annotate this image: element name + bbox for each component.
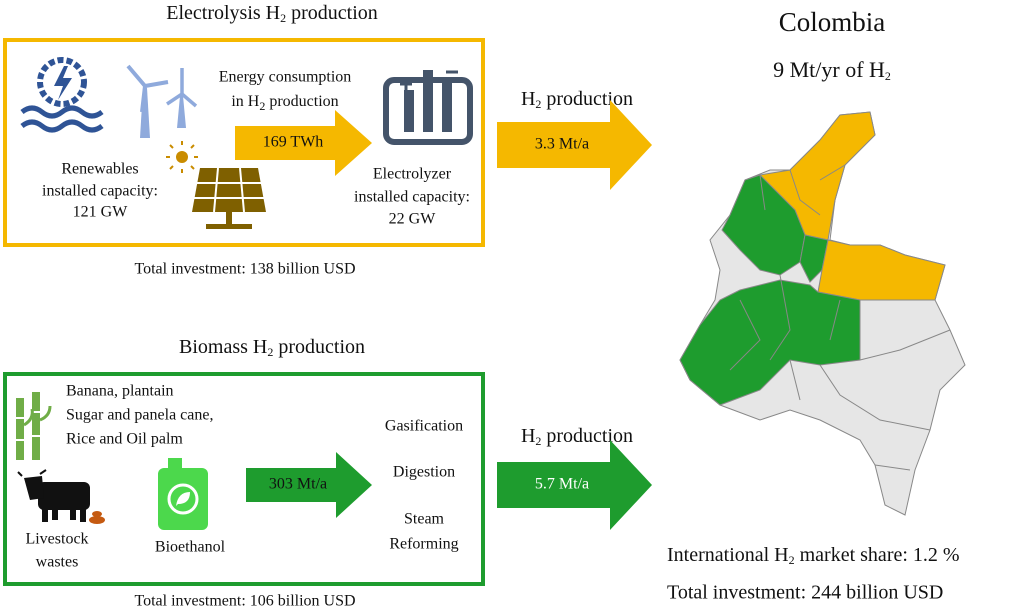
label-text: International H <box>667 544 789 566</box>
electrolysis-title: Electrolysis H2 production <box>166 2 378 25</box>
hydro-icon <box>20 57 104 133</box>
energy-arrow <box>235 110 372 176</box>
label-text: H <box>521 425 535 447</box>
country-title: Colombia <box>779 7 886 37</box>
subscript: 2 <box>267 345 273 359</box>
crop-text: Banana, plantain <box>66 383 174 400</box>
subscript: 2 <box>885 69 891 83</box>
waste-icon <box>89 511 105 524</box>
energy-label: Energy consumption <box>219 69 352 86</box>
electrolyzer-text: installed capacity: <box>354 189 470 206</box>
cow-icon <box>17 469 90 522</box>
output-arrow <box>497 440 652 530</box>
market-share: International H2 market share: 1.2 % <box>667 544 960 567</box>
title-text: Biomass H <box>179 336 267 358</box>
title-text: production <box>286 2 378 24</box>
process-text: Steam <box>404 511 445 528</box>
renewables-text: Renewables <box>61 161 138 178</box>
colombia-map <box>679 111 966 516</box>
energy-value: 169 TWh <box>263 134 324 151</box>
label-text: 9 Mt/yr of H <box>773 57 885 82</box>
title-text: production <box>273 336 365 358</box>
investment-text: Total investment: 138 billion USD <box>134 261 355 278</box>
process-text: Gasification <box>385 418 463 435</box>
output-label: H2 production <box>521 425 633 448</box>
output-value: 5.7 Mt/a <box>535 476 589 493</box>
production-total: 9 Mt/yr of H2 <box>773 57 891 83</box>
label-text: market share: 1.2 % <box>795 544 960 566</box>
crop-text: Sugar and panela cane, <box>66 407 213 424</box>
renewables-text: 121 GW <box>73 204 129 221</box>
subscript: 2 <box>535 97 541 111</box>
label-text: production <box>541 88 633 110</box>
solar-icon <box>166 141 266 229</box>
renewables-text: installed capacity: <box>42 183 158 200</box>
livestock-text: wastes <box>36 554 79 571</box>
electrolyzer-text: Electrolyzer <box>373 166 452 183</box>
electrolyzer-icon <box>383 70 473 145</box>
process-text: Digestion <box>393 464 455 481</box>
subscript: 2 <box>259 99 265 113</box>
biomass-title: Biomass H2 production <box>179 336 365 359</box>
electrolyzer-text: 22 GW <box>389 211 437 228</box>
bioethanol-icon <box>158 458 208 530</box>
biomass-box <box>3 372 485 586</box>
crop-text: Rice and Oil palm <box>66 431 183 448</box>
livestock-text: Livestock <box>25 531 88 548</box>
label-text: H <box>521 88 535 110</box>
label-text: production <box>541 425 633 447</box>
investment-text: Total investment: 106 billion USD <box>134 593 355 610</box>
energy-label: in H2 production <box>231 93 338 113</box>
label-text: in H <box>231 93 259 110</box>
bamboo-icon <box>16 392 52 460</box>
output-arrow <box>497 100 652 190</box>
process-text: Reforming <box>389 536 458 553</box>
electrolysis-box <box>3 38 485 247</box>
wind-icon <box>126 64 198 138</box>
biomass-arrow <box>246 452 372 518</box>
total-investment: Total investment: 244 billion USD <box>667 582 943 604</box>
bioethanol-text: Bioethanol <box>155 539 226 556</box>
subscript: 2 <box>280 11 286 25</box>
input-value: 303 Mt/a <box>269 476 327 493</box>
output-value: 3.3 Mt/a <box>535 136 589 153</box>
subscript: 2 <box>535 434 541 448</box>
label-text: production <box>265 93 338 110</box>
subscript: 2 <box>789 553 795 567</box>
title-text: Electrolysis H <box>166 2 280 24</box>
